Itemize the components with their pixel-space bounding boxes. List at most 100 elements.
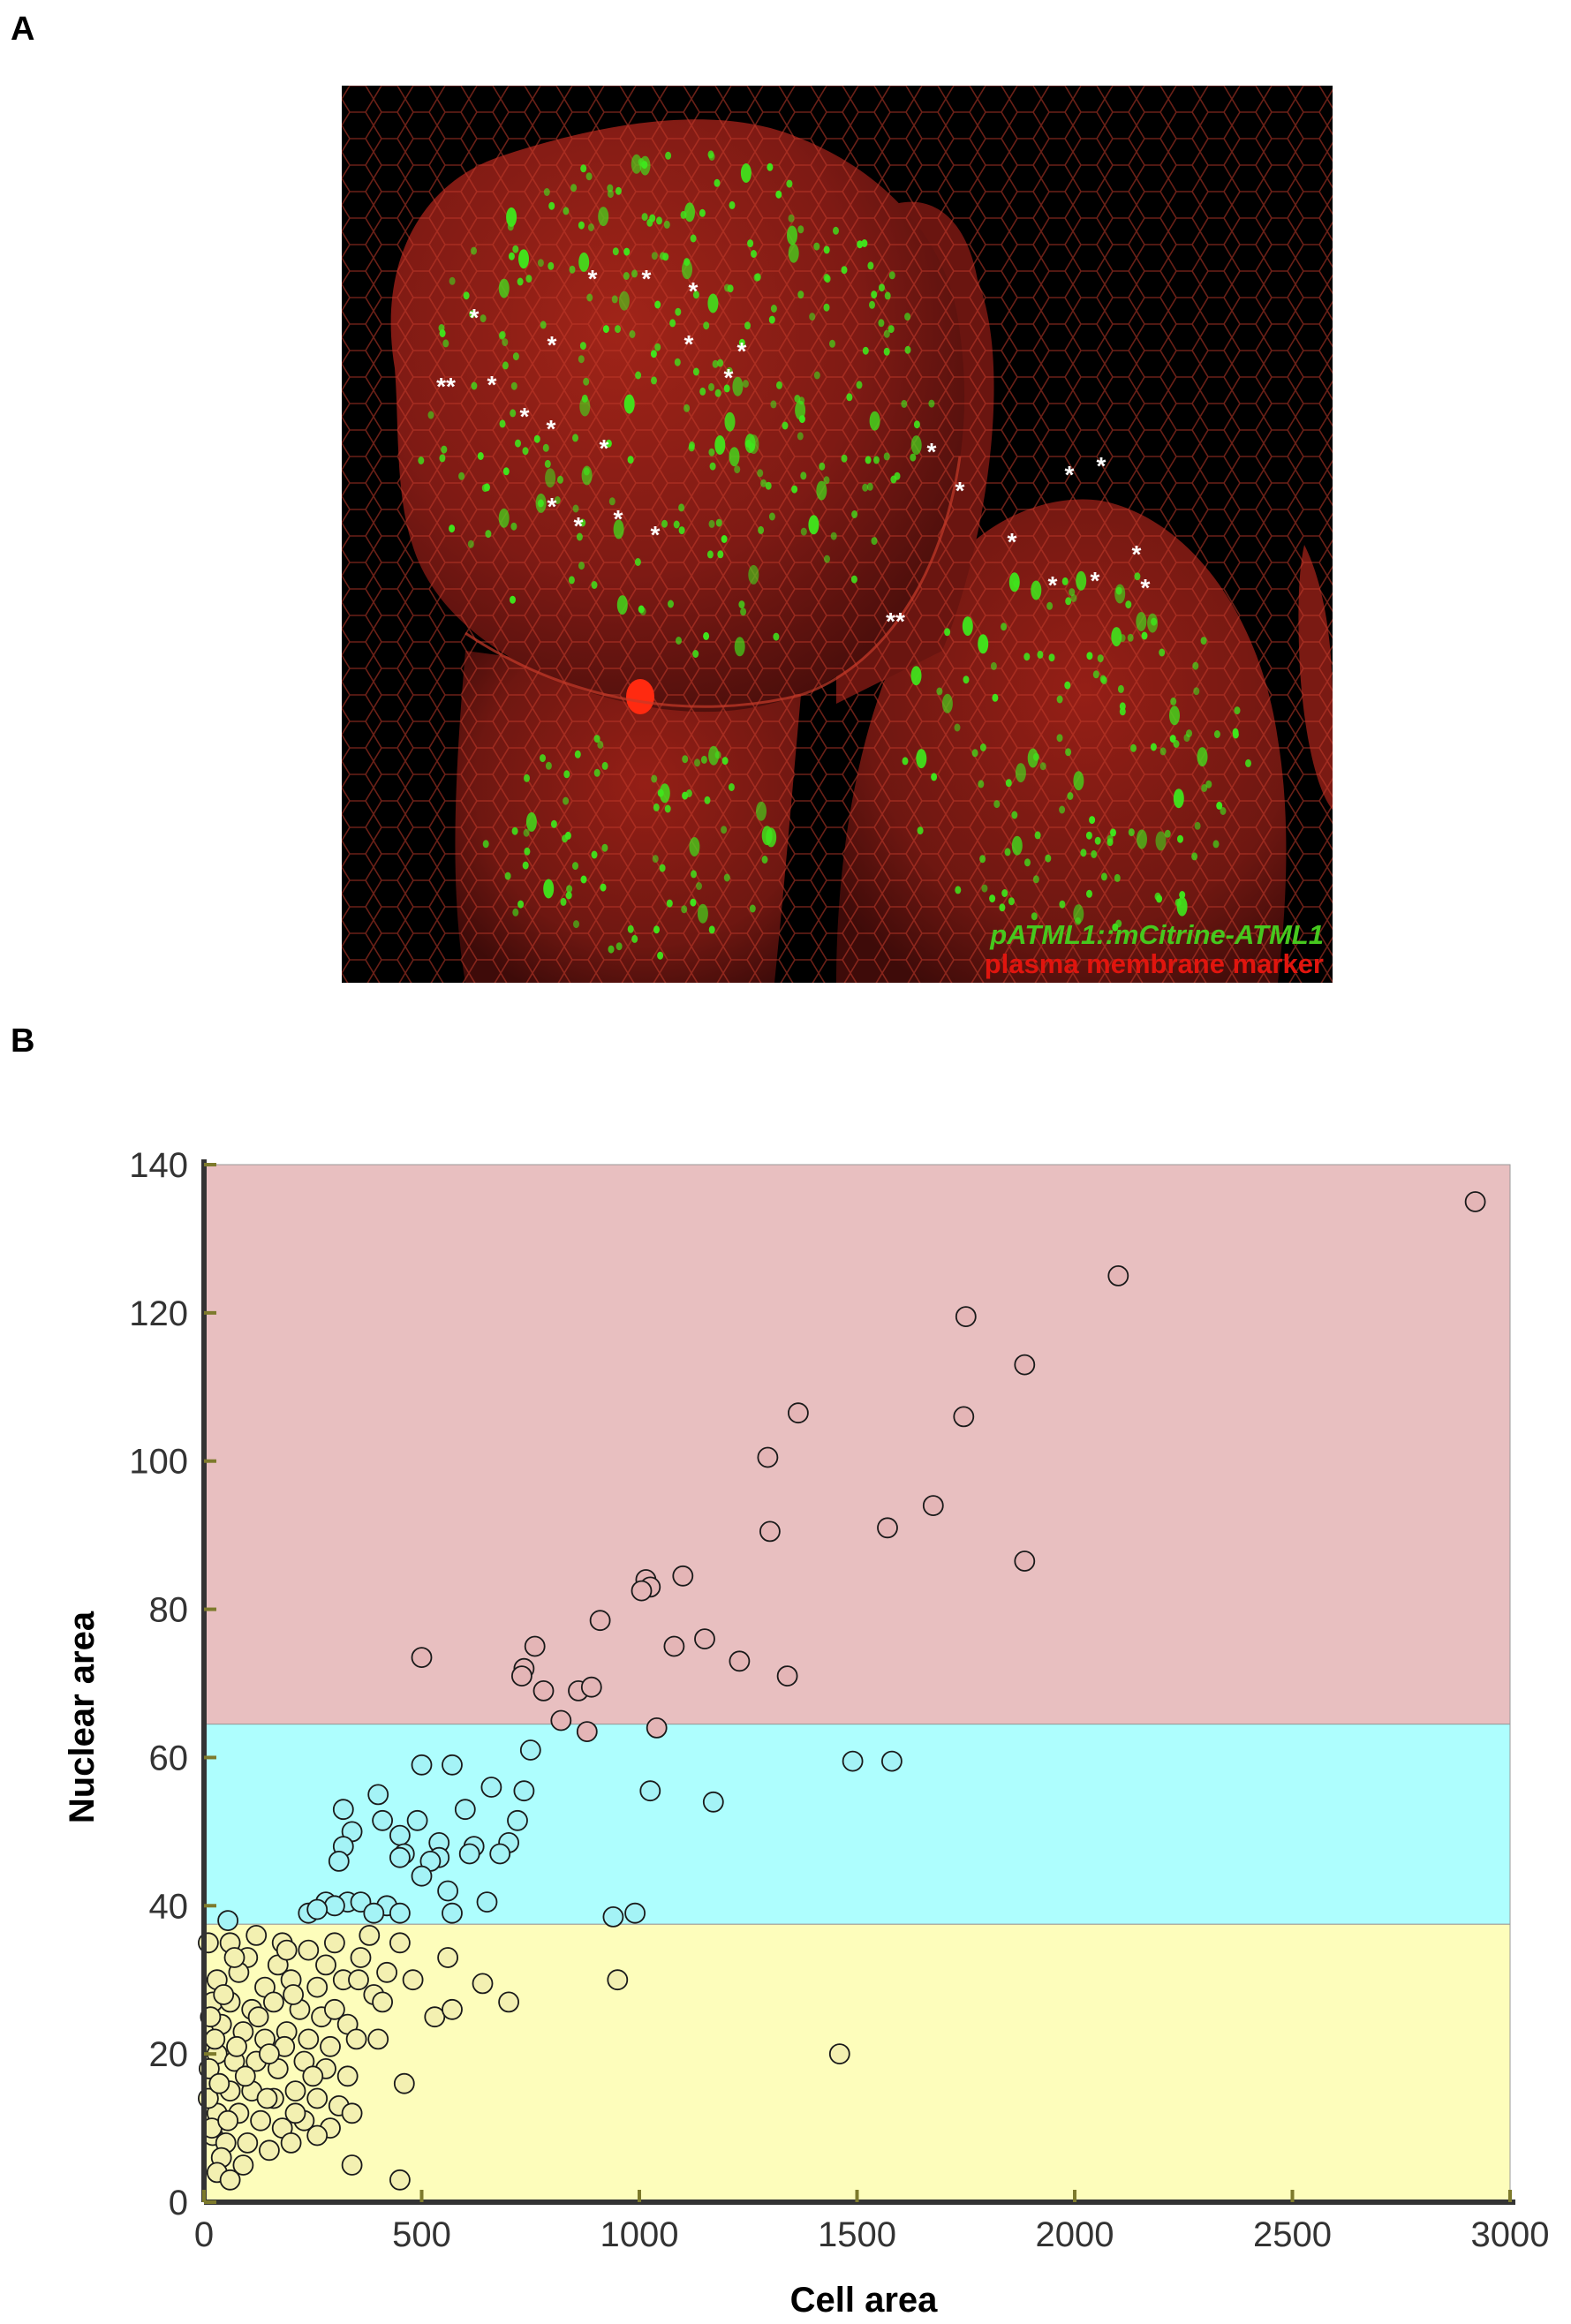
nucleus-dot [708, 448, 715, 456]
nucleus-dot [917, 826, 924, 835]
nucleus-dot [883, 347, 890, 356]
y-tick-label: 100 [129, 1443, 188, 1482]
nucleus-dot [593, 768, 600, 777]
nucleus-dot [770, 305, 777, 313]
nucleus-dot [888, 271, 895, 280]
data-point [454, 1799, 476, 1821]
nucleus-dot [761, 826, 773, 846]
data-point [237, 2132, 259, 2154]
x-tick-label: 1000 [600, 2215, 679, 2254]
nucleus-dot [508, 252, 515, 260]
nucleus-dot [712, 359, 719, 368]
asterisk-marker: * [1132, 540, 1142, 568]
nucleus-dot [688, 443, 695, 452]
nucleus-dot [618, 290, 630, 311]
y-tick-label: 0 [169, 2184, 188, 2222]
nucleus-dot [480, 314, 487, 323]
nucleus-dot [1031, 912, 1038, 921]
nucleus-dot [871, 537, 878, 546]
nucleus-dot [608, 497, 616, 506]
y-tick-label: 80 [149, 1591, 189, 1630]
band-2 [203, 1923, 1511, 2203]
nucleus-dot [1032, 875, 1039, 884]
nucleus-dot [1169, 735, 1176, 743]
nucleus-dot [734, 465, 741, 474]
data-point [646, 1717, 668, 1739]
nucleus-dot [833, 226, 839, 235]
y-tick-label: 20 [149, 2035, 189, 2074]
nucleus-dot [563, 796, 570, 805]
nucleus-dot [694, 758, 700, 767]
y-tick-label: 60 [149, 1739, 189, 1777]
nucleus-dot [760, 479, 767, 487]
nucleus-dot [612, 247, 619, 256]
nucleus-dot [697, 903, 708, 924]
nucleus-dot [1080, 849, 1087, 857]
nucleus-dot [761, 856, 768, 864]
nucleus-dot [629, 330, 636, 338]
nucleus-dot [1039, 762, 1046, 771]
nucleus-dot [992, 693, 999, 702]
data-point [672, 1565, 694, 1587]
nucleus-dot [669, 319, 676, 328]
nucleus-dot [631, 934, 638, 943]
nucleus-dot [700, 755, 707, 764]
x-tick-label: 2000 [1036, 2215, 1114, 2254]
nucleus-dot [1134, 572, 1141, 581]
nucleus-dot [857, 240, 864, 249]
nucleus-dot [545, 761, 552, 770]
nucleus-dot [867, 261, 874, 270]
data-point [320, 2035, 341, 2057]
nucleus-dot [572, 862, 578, 871]
nucleus-dot [1173, 740, 1180, 748]
nucleus-dot [564, 831, 571, 840]
nucleus-dot [717, 358, 724, 367]
nucleus-dot [862, 346, 869, 355]
data-point [881, 1750, 903, 1772]
data-point [511, 1665, 532, 1686]
nucleus-dot [851, 510, 858, 518]
data-point [306, 2087, 329, 2109]
nucleus-dot [869, 411, 880, 431]
nucleus-dot [537, 499, 544, 508]
data-point [363, 1902, 385, 1924]
data-point [367, 1784, 389, 1806]
x-axis-title: Cell area [790, 2281, 939, 2320]
nucleus-dot [518, 249, 529, 269]
data-point [348, 1969, 369, 1991]
nucleus-dot [757, 469, 764, 478]
nucleus-dot [1205, 780, 1212, 788]
nucleus-dot [506, 207, 517, 227]
nucleus-dot [611, 295, 618, 304]
nucleus-dot [627, 924, 634, 933]
nucleus-dot [659, 783, 670, 804]
nucleus-dot [600, 883, 607, 892]
data-point [602, 1906, 624, 1928]
nucleus-dot [591, 581, 598, 589]
nucleus-dot [598, 207, 609, 227]
asterisk-marker: * [574, 512, 584, 540]
asterisk-marker: * [689, 277, 699, 305]
nucleus-dot [1179, 891, 1186, 899]
data-point [442, 1998, 463, 2020]
nucleus-dot [728, 783, 735, 791]
data-point [411, 1865, 433, 1887]
data-point [258, 2043, 280, 2064]
nucleus-dot [544, 459, 551, 468]
nucleus-dot [941, 693, 953, 713]
data-point [1107, 1264, 1129, 1286]
nucleus-dot [545, 468, 556, 488]
nucleus-dot [706, 550, 714, 559]
nucleus-dot [978, 634, 989, 654]
nucleus-dot [740, 163, 752, 183]
nucleus-dot [1192, 661, 1199, 670]
nucleus-dot [1127, 633, 1134, 642]
asterisk-marker: * [1097, 452, 1106, 479]
nucleus-dot [1245, 758, 1251, 767]
nucleus-dot [1075, 917, 1082, 925]
nucleus-dot [591, 850, 598, 859]
nucleus-dot [1091, 849, 1098, 858]
nucleus-dot [699, 208, 706, 217]
data-point [576, 1721, 598, 1742]
nucleus-dot [581, 465, 593, 486]
